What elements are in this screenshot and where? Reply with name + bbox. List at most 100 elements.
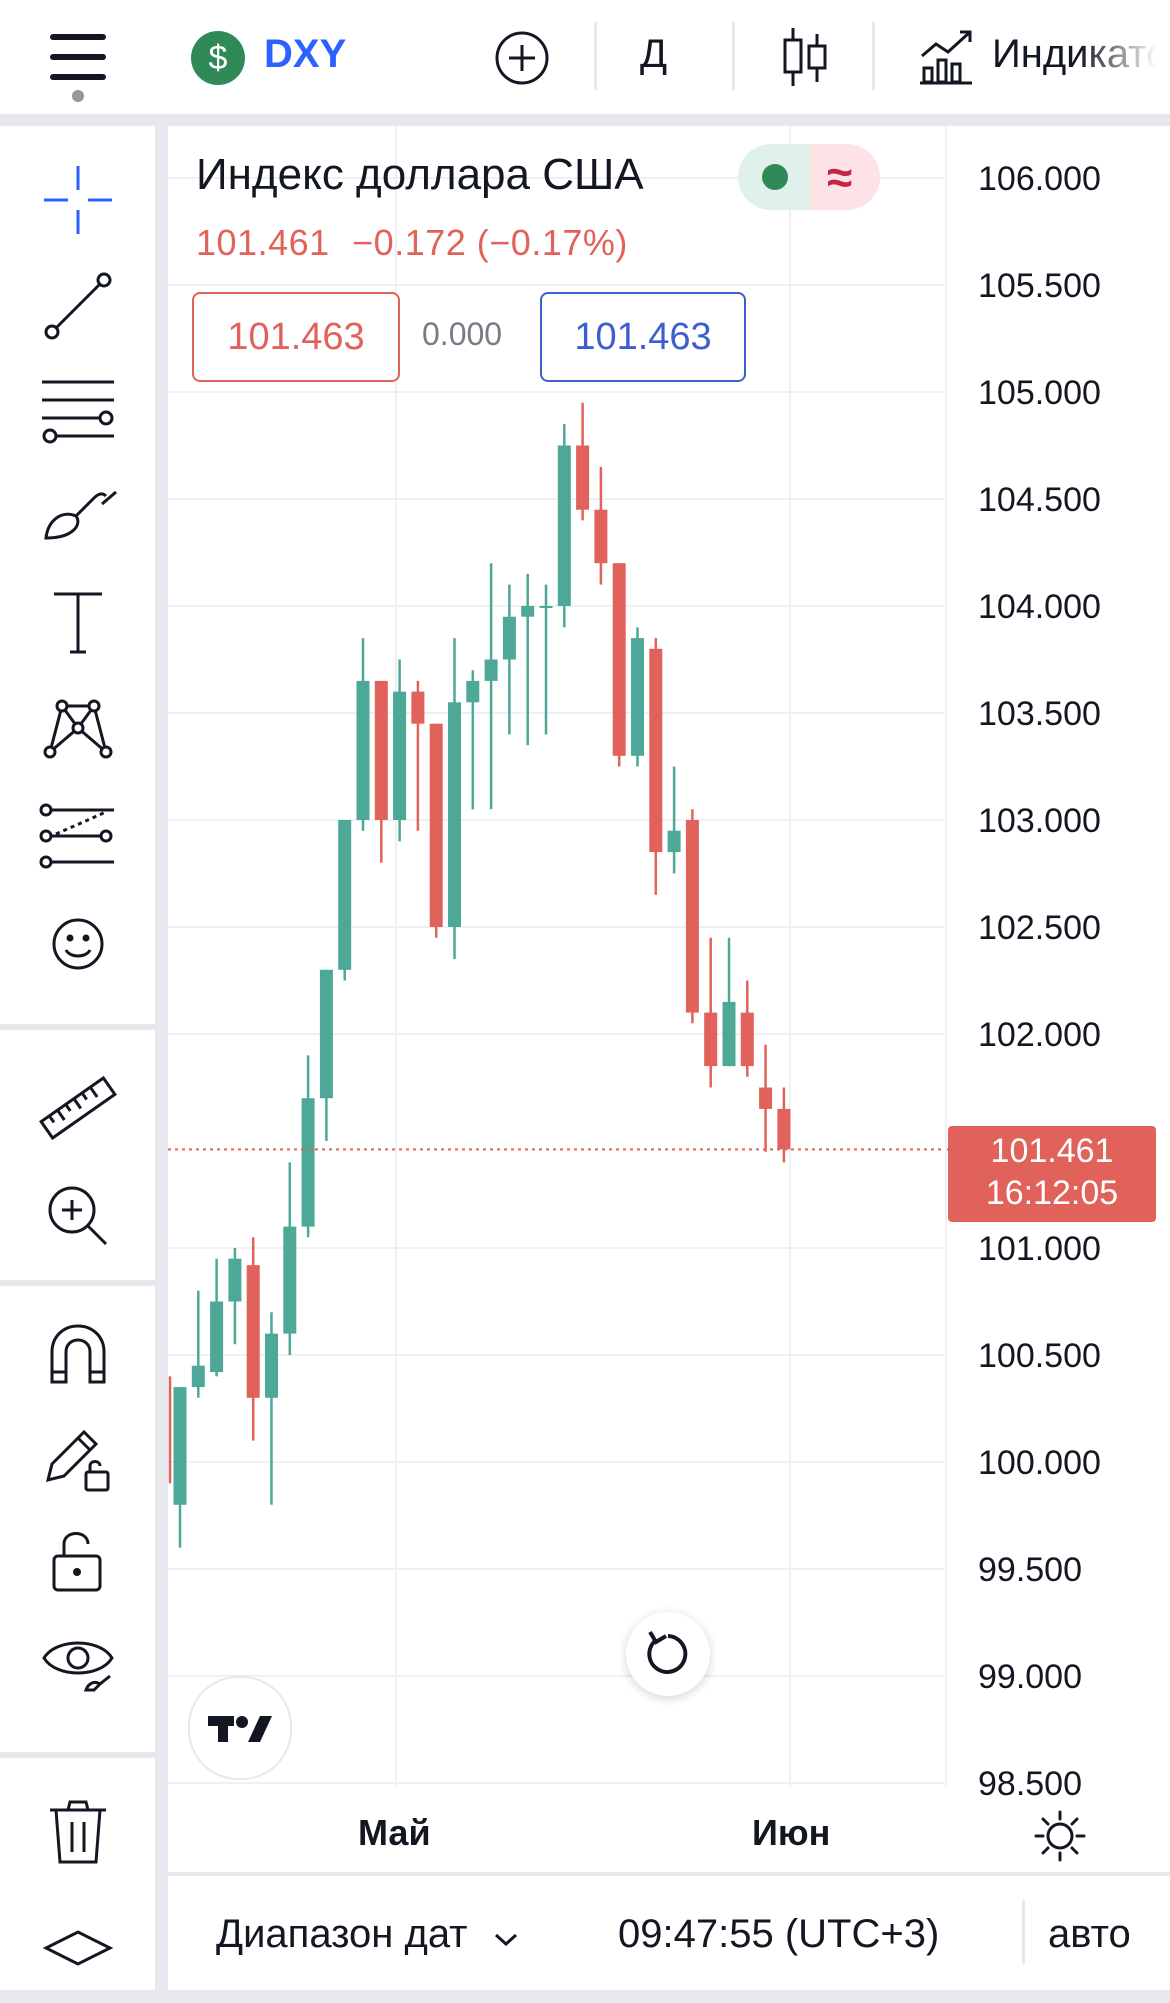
- bar-countdown: 16:12:05: [985, 1174, 1119, 1212]
- last-price-value: 101.461: [990, 1132, 1114, 1170]
- divider: [594, 22, 597, 90]
- y-axis-label: 101.000: [978, 1230, 1101, 1268]
- y-axis-label: 103.500: [978, 695, 1101, 733]
- last-price: 101.461: [196, 222, 330, 263]
- candle-body: [173, 1387, 187, 1505]
- menu-icon[interactable]: [50, 34, 106, 102]
- market-open-icon: [762, 164, 788, 190]
- price-change: −0.172: [352, 222, 467, 263]
- candle-body: [210, 1301, 224, 1373]
- sell-button[interactable]: 101.463: [192, 292, 400, 382]
- candle-body: [448, 702, 461, 927]
- market-status-toggle[interactable]: ≈: [738, 144, 880, 210]
- overflow-fade: [1080, 20, 1170, 100]
- candle-body: [740, 1012, 754, 1067]
- candles-chart-type-icon[interactable]: [780, 26, 830, 88]
- indicators-icon[interactable]: [918, 26, 974, 86]
- eye-icon[interactable]: [38, 1622, 118, 1702]
- emoji-icon[interactable]: [38, 904, 118, 984]
- toolbar-divider: [0, 114, 1170, 126]
- candle-body: [484, 659, 498, 681]
- compare-add-icon[interactable]: [494, 30, 550, 86]
- candle-body: [722, 1001, 736, 1067]
- tradingview-logo-icon[interactable]: [188, 1676, 292, 1780]
- price-change-percent: (−0.17%): [476, 222, 628, 263]
- crosshair-icon[interactable]: [38, 160, 118, 240]
- time-zone-clock[interactable]: 09:47:55 (UTC+3): [618, 1912, 940, 1956]
- candle-body: [649, 648, 663, 853]
- candle-body: [631, 638, 644, 756]
- candle-body: [191, 1365, 205, 1388]
- candle-body: [594, 509, 608, 564]
- symbol-name[interactable]: DXY: [264, 32, 347, 76]
- candle-body: [301, 1098, 315, 1227]
- y-axis-label: 99.000: [978, 1658, 1082, 1696]
- y-axis-label: 105.000: [978, 374, 1101, 412]
- last-price-label: 101.461 16:12:05: [948, 1126, 1156, 1222]
- candle-body: [539, 606, 553, 608]
- zoom-in-icon[interactable]: [38, 1176, 118, 1256]
- candle-body: [521, 606, 535, 617]
- chevron-down-icon: [493, 1914, 519, 1959]
- auto-scale-button[interactable]: авто: [1048, 1912, 1131, 1956]
- candle-body: [338, 820, 352, 970]
- candle-body: [502, 616, 516, 660]
- pattern-icon[interactable]: [38, 688, 118, 768]
- trend-line-icon[interactable]: [38, 266, 118, 346]
- lock-tools-group: [0, 1286, 155, 1752]
- ruler-icon[interactable]: [38, 1068, 118, 1148]
- candlestick-chart[interactable]: 106.000 105.500 105.000 104.500 104.000 103.5…: [168, 126, 1170, 1806]
- top-toolbar: $ DXY Д Индикаторы: [0, 0, 1170, 114]
- measure-tools-group: [0, 1030, 155, 1280]
- candle-body: [429, 723, 443, 927]
- drawing-tools-group: [0, 126, 155, 1024]
- candle-body: [283, 1226, 297, 1334]
- remove-tools-group: [0, 1758, 155, 1990]
- y-axis-label: 104.000: [978, 588, 1101, 626]
- candle-body: [576, 445, 590, 510]
- text-icon[interactable]: [38, 582, 118, 662]
- fib-lines-icon[interactable]: [38, 370, 118, 450]
- divider: [872, 22, 875, 90]
- candle-body: [265, 1333, 278, 1398]
- candle-body: [704, 1012, 718, 1067]
- chart-settings-icon[interactable]: [1032, 1808, 1088, 1864]
- notification-dot: [72, 90, 84, 102]
- candle-body: [557, 445, 571, 606]
- candle-body: [374, 680, 388, 820]
- data-delay-icon: ≈: [827, 151, 853, 203]
- divider: [732, 22, 735, 90]
- reset-chart-icon[interactable]: [626, 1612, 710, 1696]
- candle-body: [759, 1087, 773, 1109]
- brush-icon[interactable]: [38, 476, 118, 556]
- candle-body: [228, 1258, 242, 1302]
- candle-body: [319, 969, 333, 1099]
- candle-body: [612, 563, 626, 756]
- candle-body: [411, 691, 425, 724]
- x-axis-label-june: Июн: [752, 1812, 831, 1853]
- divider: [1022, 1900, 1025, 1964]
- lock-drawings-icon[interactable]: [38, 1418, 118, 1498]
- candle-body: [393, 691, 407, 820]
- y-axis-label: 98.500: [978, 1765, 1082, 1803]
- y-axis-label: 102.500: [978, 909, 1101, 947]
- candle-body: [356, 680, 370, 820]
- buy-button[interactable]: 101.463: [540, 292, 746, 382]
- layers-icon[interactable]: [38, 1918, 118, 1998]
- spread-value: 0.000: [422, 316, 503, 352]
- symbol-logo-icon[interactable]: $: [191, 31, 245, 85]
- magnet-icon[interactable]: [38, 1316, 118, 1396]
- date-range-label: Диапазон дат: [216, 1912, 468, 1956]
- forecast-icon[interactable]: [38, 796, 118, 876]
- bottom-divider: [168, 1872, 1170, 1876]
- candle-body: [685, 820, 699, 1013]
- trash-icon[interactable]: [38, 1792, 118, 1872]
- y-axis-label: 103.000: [978, 802, 1101, 840]
- y-axis-label: 106.000: [978, 160, 1101, 198]
- interval-selector[interactable]: Д: [640, 32, 668, 76]
- y-axis-label: 102.000: [978, 1016, 1101, 1054]
- date-range-selector[interactable]: Диапазон дат: [216, 1912, 519, 1959]
- candle-body: [667, 830, 681, 853]
- lock-icon[interactable]: [38, 1520, 118, 1600]
- y-axis-label: 100.000: [978, 1444, 1101, 1482]
